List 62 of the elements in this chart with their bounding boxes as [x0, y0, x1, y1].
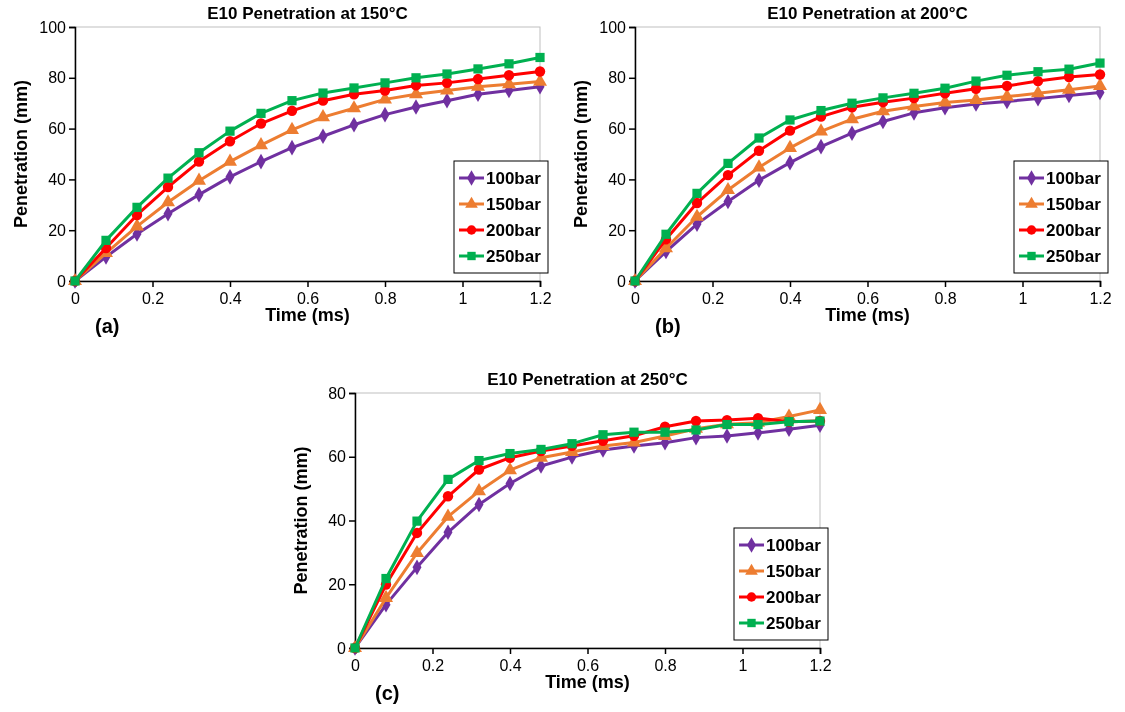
y-tick-label: 100: [599, 18, 627, 36]
y-axis-title: Penetration (mm): [11, 79, 31, 229]
legend-label: 100bar: [1046, 168, 1102, 188]
legend-label: 150bar: [1046, 194, 1102, 214]
x-tick-label: 1.2: [809, 657, 832, 675]
legend-label: 250bar: [1046, 246, 1102, 266]
legend-label: 200bar: [486, 220, 542, 240]
y-tick-label: 60: [608, 120, 627, 138]
x-tick-label: 0.4: [219, 290, 242, 308]
x-tick-label: 0.6: [856, 290, 880, 308]
y-axis-title: Penetration (mm): [291, 446, 311, 595]
legend-label: 100bar: [766, 535, 822, 555]
y-tick-label: 20: [48, 221, 67, 239]
y-tick-label: 100: [39, 18, 67, 36]
x-tick-label: 0: [631, 290, 641, 308]
x-tick-label: 0.6: [576, 657, 600, 675]
y-tick-label: 20: [608, 221, 627, 239]
y-tick-label: 40: [328, 512, 347, 530]
y-tick-label: 20: [328, 575, 347, 593]
y-tick-label: 80: [328, 384, 347, 402]
x-tick-label: 0: [351, 657, 361, 675]
x-tick-label: 1.2: [1089, 290, 1112, 308]
y-tick-label: 40: [48, 171, 67, 189]
y-tick-label: 0: [57, 272, 67, 290]
text: (b): [655, 315, 681, 337]
x-tick-label: 0.8: [654, 657, 677, 675]
x-tick-label: 0.6: [296, 290, 320, 308]
text: (a): [95, 315, 120, 337]
x-tick-label: 0.2: [421, 657, 445, 675]
y-tick-label: 0: [337, 639, 347, 657]
legend-label: 150bar: [486, 194, 542, 214]
x-tick-label: 0.8: [934, 290, 957, 308]
x-tick-label: 0: [71, 290, 81, 308]
y-tick-label: 80: [608, 69, 627, 87]
legend-label: 250bar: [766, 613, 822, 633]
legend-label: 100bar: [486, 168, 542, 188]
x-tick-label: 0.4: [499, 657, 522, 675]
y-tick-label: 60: [48, 120, 67, 138]
y-tick-label: 0: [617, 272, 627, 290]
y-tick-label: 60: [328, 448, 347, 466]
x-tick-label: 0.2: [701, 290, 725, 308]
x-axis-title: Time (ms): [545, 672, 630, 692]
x-tick-label: 0.4: [779, 290, 802, 308]
x-axis-title: Time (ms): [265, 305, 350, 325]
x-tick-label: 1: [738, 657, 748, 675]
y-tick-label: 40: [608, 171, 627, 189]
legend-label: 250bar: [486, 246, 542, 266]
x-tick-label: 0.2: [141, 290, 165, 308]
x-tick-label: 0.8: [374, 290, 397, 308]
x-tick-label: 1: [1018, 290, 1028, 308]
legend-label: 200bar: [1046, 220, 1102, 240]
x-axis-title: Time (ms): [825, 305, 910, 325]
text: (c): [375, 682, 400, 704]
legend-label: 200bar: [766, 587, 822, 607]
chart-title: E10 Penetration at 250°C: [487, 370, 688, 389]
x-tick-label: 1: [458, 290, 468, 308]
chart-title: E10 Penetration at 200°C: [767, 4, 968, 23]
legend-label: 150bar: [766, 561, 822, 581]
chart-title: E10 Penetration at 150°C: [207, 4, 408, 23]
x-tick-label: 1.2: [529, 290, 552, 308]
y-tick-label: 80: [48, 69, 67, 87]
y-axis-title: Penetration (mm): [571, 79, 591, 229]
